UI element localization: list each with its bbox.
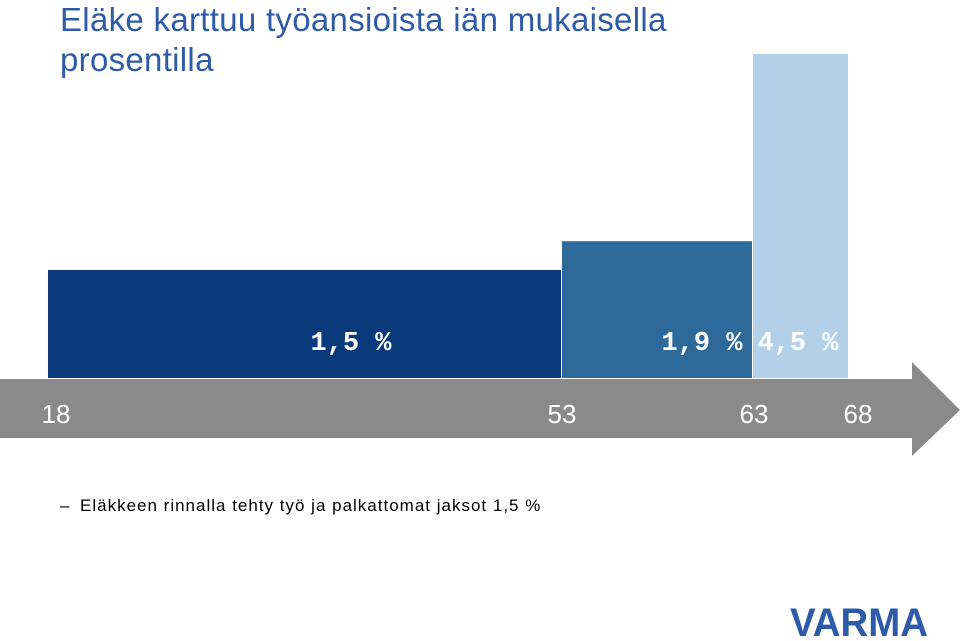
tick-label-53: 53 [548, 399, 577, 429]
footnote-dash: – [60, 496, 71, 515]
bars-layer: 1,5 % 1,9 % 4,5 % [48, 54, 848, 378]
bar-label-18-53: 1,5 % [310, 329, 392, 359]
chart-title: Eläke karttuu työansioista iän mukaisell… [60, 1, 667, 78]
bar-53-63 [562, 241, 752, 378]
tick-label-68: 68 [844, 399, 873, 429]
varma-logo-text: VARMA [790, 601, 928, 640]
bar-18-53 [48, 270, 561, 378]
varma-logo: VARMA [790, 601, 928, 640]
axis-arrow [0, 362, 960, 456]
footnote: – Eläkkeen rinnalla tehty työ ja palkatto… [60, 496, 541, 516]
bar-63-68 [753, 54, 848, 378]
tick-label-63: 63 [740, 399, 769, 429]
footnote-text: Eläkkeen rinnalla tehty työ ja palkattom… [80, 496, 542, 515]
age-axis-arrow [0, 362, 960, 456]
chart: 1,5 % 1,9 % 4,5 % 18 53 63 68 [0, 54, 960, 456]
tick-labels: 18 53 63 68 [42, 399, 873, 429]
tick-label-18: 18 [42, 399, 71, 429]
bar-label-53-63: 1,9 % [661, 329, 743, 359]
bar-label-63-68: 4,5 % [757, 329, 839, 359]
